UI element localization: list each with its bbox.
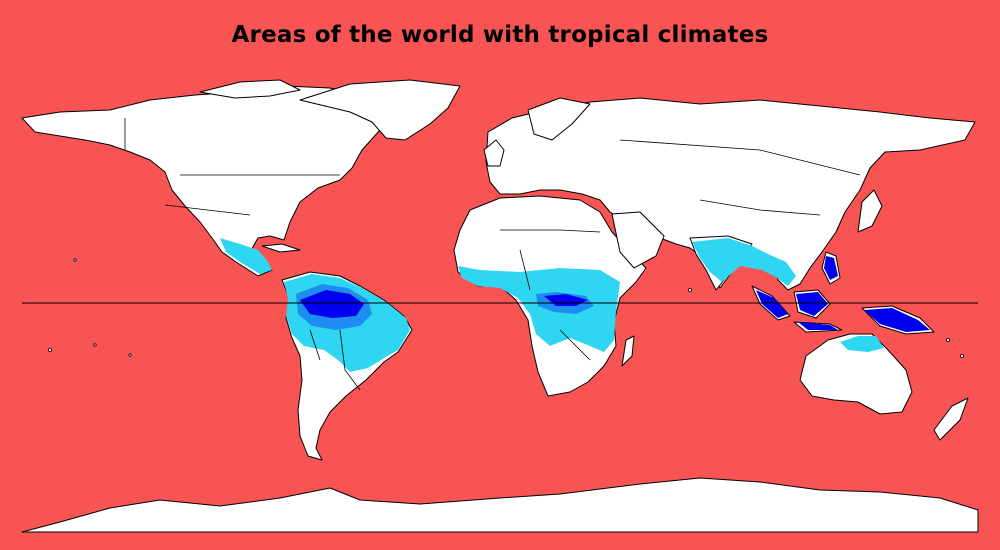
tropical-zone-amazon-dark [300,290,364,318]
uk [483,139,505,167]
tropical-zone-borneo-dark [796,292,828,316]
country-borders [124,118,861,391]
arctic-islands [199,79,301,99]
tropical-zone-south-asia [692,238,796,286]
map-title: Areas of the world with tropical climate… [231,22,769,48]
tropical-zone-central-america [220,238,272,274]
new-zealand [933,397,969,441]
greenland [299,79,461,141]
tropical-zone-philippines-dark [824,256,838,280]
tropical-zone-africa [458,266,620,352]
eurasia [485,97,976,291]
tropical-zone-north-australia [840,336,884,352]
tropical-zone-new-guinea-dark [864,308,930,332]
scandinavia [527,97,591,141]
arabia [611,211,665,269]
antarctica [21,477,979,533]
tropical-zone-java-dark [798,322,838,330]
australia [799,333,913,415]
tropical-zone-sumatra-dark [756,290,788,318]
pacific-islands [48,258,964,358]
cuba [261,243,301,253]
madagascar [621,335,635,367]
north-america [21,85,391,277]
japan [857,189,883,233]
